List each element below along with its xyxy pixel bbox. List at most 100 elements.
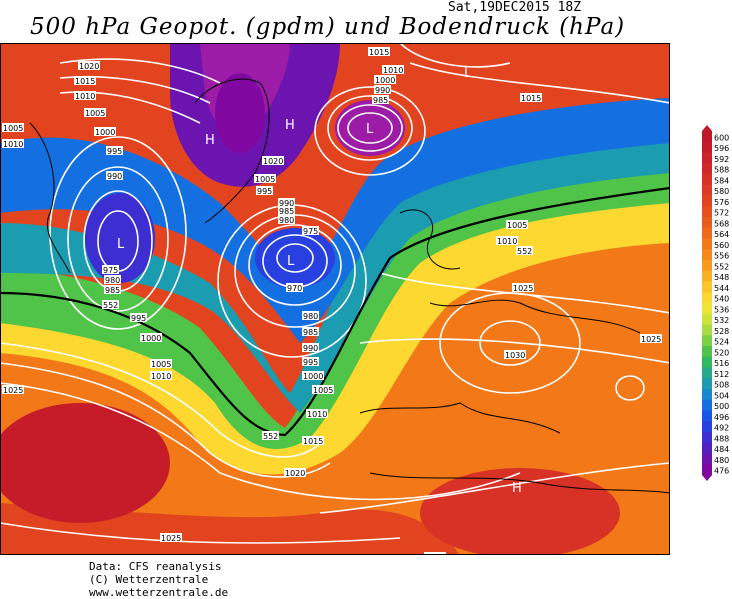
legend-value: 512 — [714, 370, 729, 379]
legend-swatch — [702, 303, 712, 315]
pressure-label: 1020 — [285, 469, 305, 478]
coastlines — [29, 78, 670, 494]
pressure-label: 1005 — [3, 124, 23, 133]
pressure-label: 995 — [257, 187, 272, 196]
pressure-label-bg — [302, 357, 319, 366]
pressure-label: 1025 — [3, 386, 23, 395]
legend-value: 516 — [714, 359, 729, 368]
legend-swatch — [702, 346, 712, 358]
legend-value: 492 — [714, 424, 729, 433]
low-center-marker: L — [287, 254, 295, 269]
pressure-label: 990 — [107, 172, 122, 181]
high-center-greenland-core — [215, 73, 265, 153]
pressure-label-bg — [504, 350, 526, 359]
legend-swatch — [702, 195, 712, 207]
pressure-label-bg — [520, 93, 542, 102]
pressure-label-bg — [516, 246, 533, 255]
pressure-label-bg — [374, 85, 391, 94]
pressure-label: 1000 — [303, 372, 323, 381]
pressure-label-bg — [106, 171, 123, 180]
warm-core-sw — [0, 403, 170, 523]
legend-value: 540 — [714, 295, 729, 304]
pressure-label-bg — [284, 468, 306, 477]
legend-value: 592 — [714, 155, 729, 164]
pressure-label-bg — [278, 215, 295, 224]
valid-time: Sat,19DEC2015 18Z — [448, 0, 582, 15]
pressure-label-bg — [140, 333, 162, 342]
legend-value: 504 — [714, 391, 729, 400]
legend-swatch — [702, 432, 712, 444]
high-center-marker: H — [205, 133, 215, 148]
pressure-label-bg — [372, 95, 389, 104]
pressure-label: 1030 — [505, 351, 525, 360]
legend-swatch — [702, 421, 712, 433]
pressure-label: 1025 — [513, 284, 533, 293]
legend-value: 524 — [714, 338, 729, 347]
pressure-label: 552 — [263, 432, 278, 441]
pressure-label: 995 — [107, 147, 122, 156]
pressure-label-bg — [256, 186, 273, 195]
pressure-label-bg — [278, 198, 295, 207]
pressure-labels: 1020101510101005100099599097598098555299… — [2, 47, 662, 555]
pressure-label-bg — [150, 371, 172, 380]
legend-value: 484 — [714, 445, 729, 454]
legend-swatch — [702, 238, 712, 250]
pressure-label-bg — [262, 156, 284, 165]
pressure-label-bg — [104, 275, 121, 284]
pressure-label: 1015 — [303, 437, 323, 446]
pressure-label: 980 — [279, 216, 294, 225]
pressure-label: 970 — [287, 284, 302, 293]
high-center-marker: H — [512, 481, 522, 496]
pressure-label-bg — [2, 385, 24, 394]
pressure-label: 1020 — [263, 157, 283, 166]
pressure-label: 1015 — [75, 77, 95, 86]
pressure-label: 1010 — [307, 410, 327, 419]
legend-swatch — [702, 174, 712, 186]
pressure-label: 1000 — [95, 128, 115, 137]
legend-value: 572 — [714, 209, 729, 218]
legend-value: 580 — [714, 187, 729, 196]
pressure-label-bg — [496, 236, 518, 245]
low-center-atlantic-core — [255, 228, 335, 288]
pressure-label: 985 — [373, 96, 388, 105]
high-center-marker: H — [285, 118, 295, 133]
pressure-label: 1010 — [3, 140, 23, 149]
legend-swatch — [702, 292, 712, 304]
pressure-label: 985 — [279, 207, 294, 216]
pressure-label-bg — [368, 47, 390, 56]
pressure-label-bg — [2, 123, 24, 132]
legend-swatch — [702, 227, 712, 239]
pressure-label: 1005 — [151, 360, 171, 369]
legend-value: 576 — [714, 198, 729, 207]
pressure-label: 975 — [103, 266, 118, 275]
pressure-label: 1015 — [369, 48, 389, 57]
legend-swatch — [702, 324, 712, 336]
pressure-label-bg — [302, 327, 319, 336]
legend-value: 596 — [714, 144, 729, 153]
pressure-label: 1010 — [75, 92, 95, 101]
legend-value: 548 — [714, 273, 729, 282]
low-center-iceland-core — [335, 100, 405, 156]
pressure-label-bg — [302, 436, 324, 445]
legend-swatch — [702, 281, 712, 293]
footer-line-copyright: (C) Wetterzentrale — [89, 573, 209, 586]
pressure-label-bg — [78, 61, 100, 70]
legend-value: 476 — [714, 467, 729, 476]
legend-swatch — [702, 131, 712, 143]
legend-value: 500 — [714, 402, 729, 411]
warm-core-n-africa — [420, 468, 620, 555]
pressure-label-bg — [254, 174, 276, 183]
footer-line-url: www.wetterzentrale.de — [89, 586, 229, 599]
legend-value: 508 — [714, 381, 729, 390]
pressure-label: 1010 — [151, 372, 171, 381]
pressure-label-bg — [302, 311, 319, 320]
legend-swatch — [702, 356, 712, 368]
low-center-marker: L — [464, 66, 472, 81]
legend-value: 544 — [714, 284, 729, 293]
pressure-label: 990 — [303, 344, 318, 353]
legend-swatch — [702, 313, 712, 325]
legend-swatch — [702, 249, 712, 261]
pressure-label-bg — [106, 146, 123, 155]
low-center-marker: L — [117, 237, 125, 252]
pressure-label: 980 — [303, 312, 318, 321]
